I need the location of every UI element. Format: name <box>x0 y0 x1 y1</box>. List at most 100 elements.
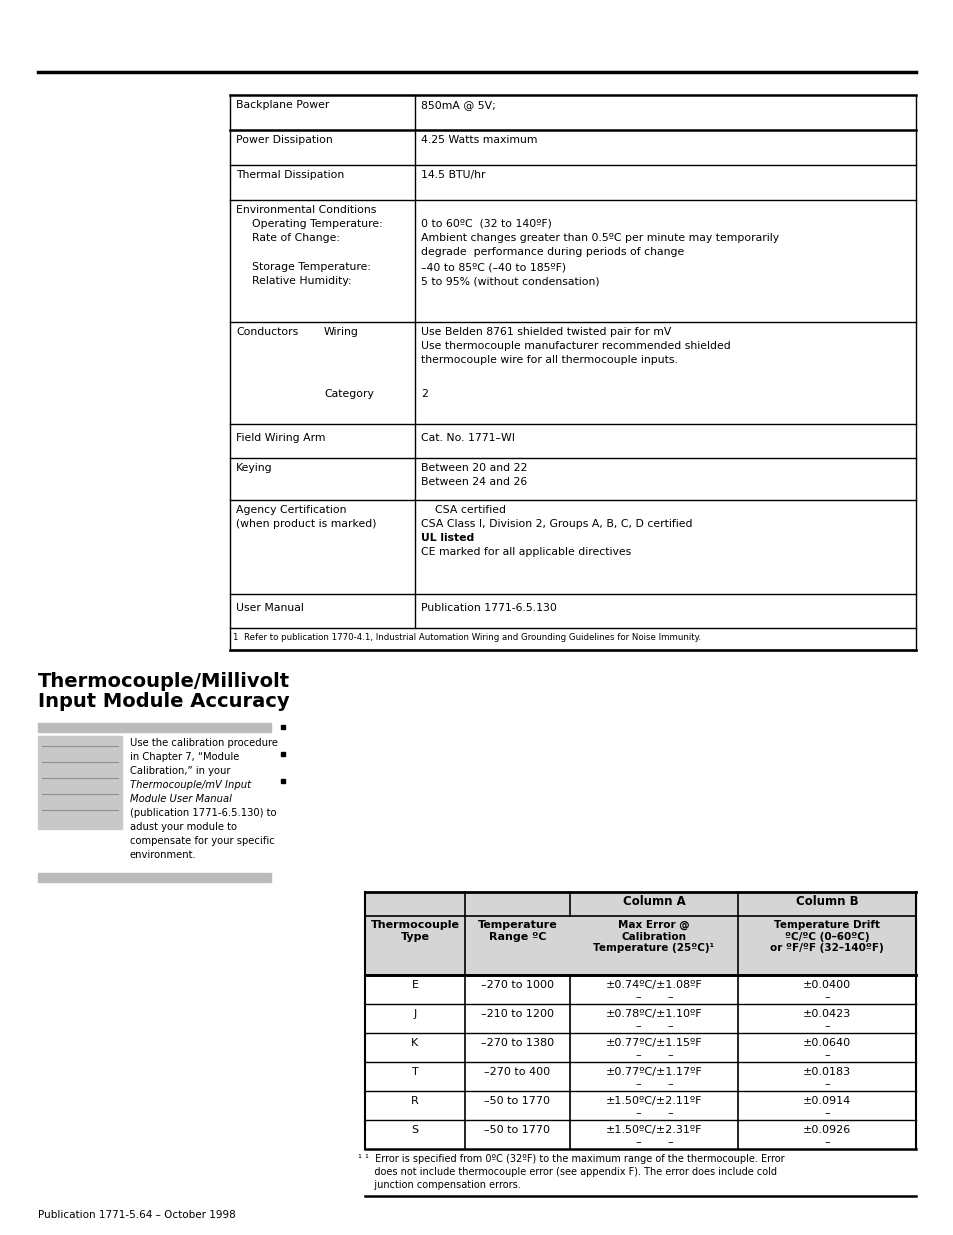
Text: Keying: Keying <box>235 463 273 473</box>
Text: ±0.77ºC/±1.17ºF: ±0.77ºC/±1.17ºF <box>605 1067 701 1077</box>
Text: –: – <box>823 1108 829 1118</box>
Text: ±0.0400: ±0.0400 <box>802 981 850 990</box>
Text: Category: Category <box>324 389 374 399</box>
Text: Environmental Conditions: Environmental Conditions <box>235 205 376 215</box>
Text: UL listed: UL listed <box>420 534 474 543</box>
Text: does not include thermocouple error (see appendix F). The error does include col: does not include thermocouple error (see… <box>365 1167 776 1177</box>
Text: Wiring: Wiring <box>324 327 358 337</box>
Text: –270 to 1000: –270 to 1000 <box>480 981 554 990</box>
Text: Field Wiring Arm: Field Wiring Arm <box>235 433 325 443</box>
Text: –: – <box>666 1137 672 1147</box>
Text: CE marked for all applicable directives: CE marked for all applicable directives <box>420 547 631 557</box>
Text: ±1.50ºC/±2.31ºF: ±1.50ºC/±2.31ºF <box>605 1125 701 1135</box>
Text: –50 to 1770: –50 to 1770 <box>484 1095 550 1107</box>
Text: Cat. No. 1771–WI: Cat. No. 1771–WI <box>420 433 515 443</box>
Text: Thermocouple/mV Input: Thermocouple/mV Input <box>130 781 251 790</box>
Text: Use thermocouple manufacturer recommended shielded: Use thermocouple manufacturer recommende… <box>420 341 730 351</box>
Text: ¹: ¹ <box>356 1153 360 1165</box>
Text: junction compensation errors.: junction compensation errors. <box>365 1179 520 1191</box>
Text: –: – <box>823 992 829 1002</box>
Text: Temperature
Range ºC: Temperature Range ºC <box>477 920 557 941</box>
Text: thermocouple wire for all thermocouple inputs.: thermocouple wire for all thermocouple i… <box>420 354 678 366</box>
Bar <box>38 736 122 829</box>
Text: Calibration,” in your: Calibration,” in your <box>130 766 231 776</box>
Text: Module User Manual: Module User Manual <box>130 794 232 804</box>
Text: User Manual: User Manual <box>235 603 304 613</box>
Text: R: R <box>411 1095 418 1107</box>
Text: –: – <box>635 1108 640 1118</box>
Text: –: – <box>823 1079 829 1089</box>
Text: K: K <box>411 1037 418 1049</box>
Bar <box>38 722 271 732</box>
Text: Publication 1771-5.64 – October 1998: Publication 1771-5.64 – October 1998 <box>38 1210 235 1220</box>
Text: –210 to 1200: –210 to 1200 <box>480 1009 554 1019</box>
Text: ±0.78ºC/±1.10ºF: ±0.78ºC/±1.10ºF <box>605 1009 701 1019</box>
Text: 1  Refer to publication 1770-4.1, Industrial Automation Wiring and Grounding Gui: 1 Refer to publication 1770-4.1, Industr… <box>233 634 700 642</box>
Text: Power Dissipation: Power Dissipation <box>235 135 333 144</box>
Text: ±1.50ºC/±2.11ºF: ±1.50ºC/±2.11ºF <box>605 1095 701 1107</box>
Text: (publication 1771-6.5.130) to: (publication 1771-6.5.130) to <box>130 808 276 818</box>
Text: Between 24 and 26: Between 24 and 26 <box>420 477 527 487</box>
Text: J: J <box>413 1009 416 1019</box>
Text: Max Error @
Calibration
Temperature (25ºC)¹: Max Error @ Calibration Temperature (25º… <box>593 920 714 953</box>
Text: –: – <box>823 1021 829 1031</box>
Text: T: T <box>411 1067 418 1077</box>
Text: –: – <box>635 1050 640 1060</box>
Text: Use Belden 8761 shielded twisted pair for mV: Use Belden 8761 shielded twisted pair fo… <box>420 327 671 337</box>
Text: adust your module to: adust your module to <box>130 823 236 832</box>
Text: 0 to 60ºC  (32 to 140ºF): 0 to 60ºC (32 to 140ºF) <box>420 219 551 228</box>
Text: CSA Class I, Division 2, Groups A, B, C, D certified: CSA Class I, Division 2, Groups A, B, C,… <box>420 519 692 529</box>
Text: Thermocouple/Millivolt: Thermocouple/Millivolt <box>38 672 290 692</box>
Text: –: – <box>666 1050 672 1060</box>
Text: Publication 1771-6.5.130: Publication 1771-6.5.130 <box>420 603 557 613</box>
Text: –: – <box>635 1079 640 1089</box>
Text: ±0.0926: ±0.0926 <box>802 1125 850 1135</box>
Text: Ambient changes greater than 0.5ºC per minute may temporarily: Ambient changes greater than 0.5ºC per m… <box>420 233 779 243</box>
Text: Thermocouple
Type: Thermocouple Type <box>370 920 459 941</box>
Text: –: – <box>635 992 640 1002</box>
Bar <box>365 892 915 974</box>
Text: Agency Certification: Agency Certification <box>235 505 346 515</box>
Text: –270 to 400: –270 to 400 <box>484 1067 550 1077</box>
Text: –: – <box>666 1079 672 1089</box>
Text: Thermal Dissipation: Thermal Dissipation <box>235 170 344 180</box>
Text: ±0.0183: ±0.0183 <box>802 1067 850 1077</box>
Bar <box>38 873 271 882</box>
Text: ¹  Error is specified from 0ºC (32ºF) to the maximum range of the thermocouple. : ¹ Error is specified from 0ºC (32ºF) to … <box>365 1153 783 1165</box>
Text: Operating Temperature:: Operating Temperature: <box>252 219 382 228</box>
Text: E: E <box>411 981 418 990</box>
Text: –50 to 1770: –50 to 1770 <box>484 1125 550 1135</box>
Text: Relative Humidity:: Relative Humidity: <box>252 275 352 287</box>
Text: Backplane Power: Backplane Power <box>235 100 329 110</box>
Text: 14.5 BTU/hr: 14.5 BTU/hr <box>420 170 485 180</box>
Text: Column A: Column A <box>622 895 684 908</box>
Text: Temperature Drift
ºC/ºC (0–60ºC)
or ºF/ºF (32–140ºF): Temperature Drift ºC/ºC (0–60ºC) or ºF/º… <box>769 920 882 953</box>
Text: 2: 2 <box>420 389 428 399</box>
Text: –270 to 1380: –270 to 1380 <box>480 1037 554 1049</box>
Text: –: – <box>666 992 672 1002</box>
Text: Column B: Column B <box>795 895 858 908</box>
Text: 850mA @ 5V;: 850mA @ 5V; <box>420 100 496 110</box>
Text: Conductors: Conductors <box>235 327 298 337</box>
Text: –: – <box>823 1137 829 1147</box>
Text: Storage Temperature:: Storage Temperature: <box>252 262 371 272</box>
Text: –: – <box>635 1137 640 1147</box>
Text: ±0.77ºC/±1.15ºF: ±0.77ºC/±1.15ºF <box>605 1037 701 1049</box>
Text: ±0.0423: ±0.0423 <box>802 1009 850 1019</box>
Text: Rate of Change:: Rate of Change: <box>252 233 339 243</box>
Text: –: – <box>666 1021 672 1031</box>
Text: ±0.0914: ±0.0914 <box>802 1095 850 1107</box>
Text: in Chapter 7, “Module: in Chapter 7, “Module <box>130 752 239 762</box>
Text: Between 20 and 22: Between 20 and 22 <box>420 463 527 473</box>
Text: (when product is marked): (when product is marked) <box>235 519 376 529</box>
Text: environment.: environment. <box>130 850 196 860</box>
Text: Use the calibration procedure: Use the calibration procedure <box>130 739 277 748</box>
Text: –: – <box>823 1050 829 1060</box>
Text: S: S <box>411 1125 418 1135</box>
Text: 4.25 Watts maximum: 4.25 Watts maximum <box>420 135 537 144</box>
Text: ±0.0640: ±0.0640 <box>802 1037 850 1049</box>
Text: ±0.74ºC/±1.08ºF: ±0.74ºC/±1.08ºF <box>605 981 701 990</box>
Text: –: – <box>666 1108 672 1118</box>
Text: CSA certified: CSA certified <box>435 505 505 515</box>
Text: –40 to 85ºC (–40 to 185ºF): –40 to 85ºC (–40 to 185ºF) <box>420 262 565 272</box>
